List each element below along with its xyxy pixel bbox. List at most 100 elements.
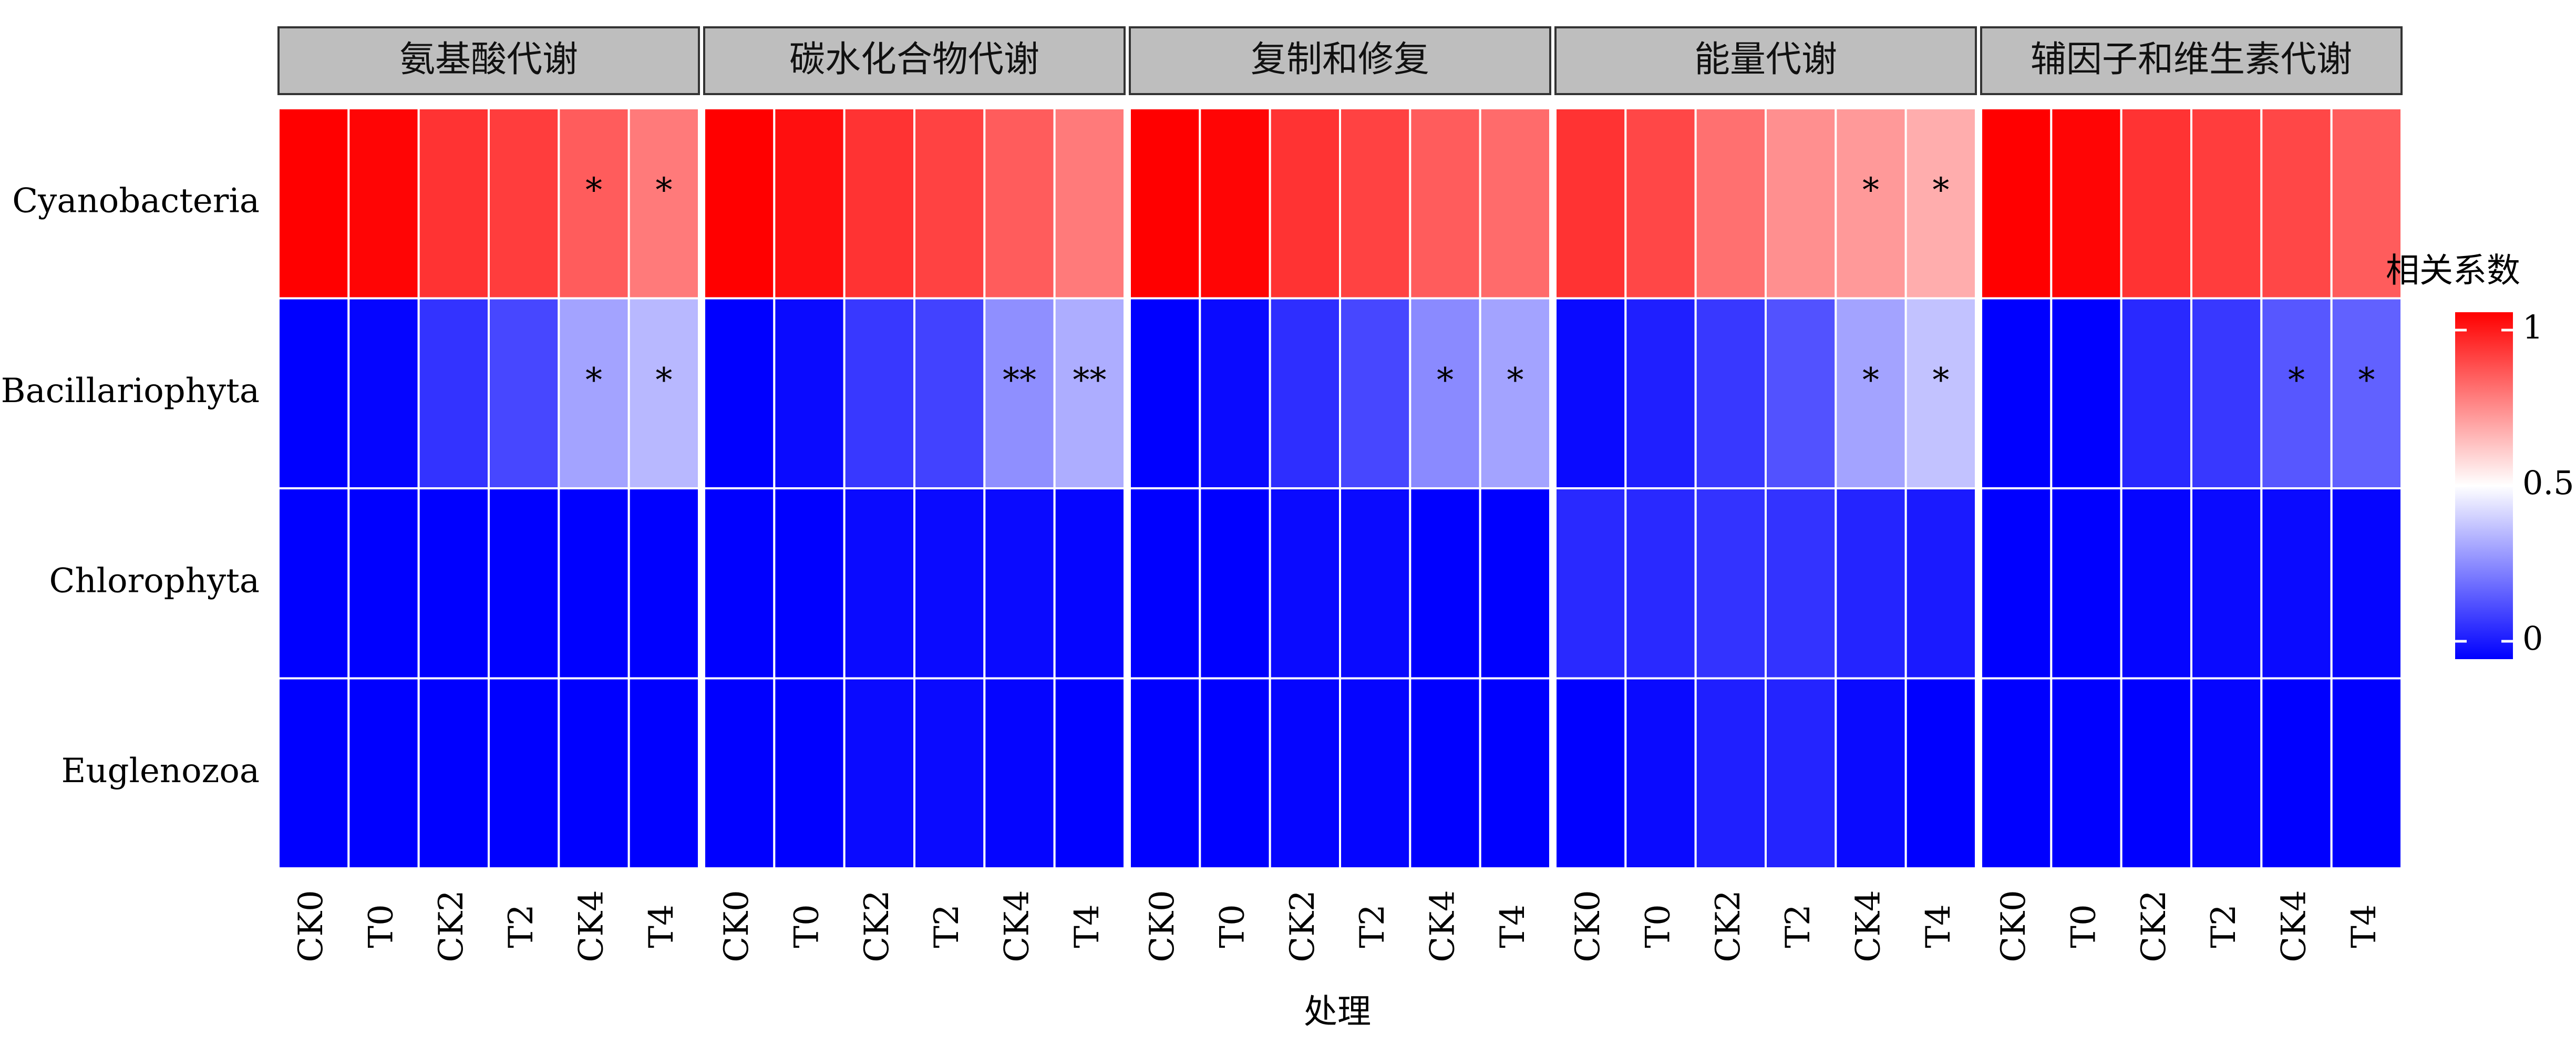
heatmap-cell xyxy=(1624,107,1697,300)
legend-tick-label: 0.5 xyxy=(2522,464,2574,502)
heatmap-cell xyxy=(417,107,490,300)
heatmap-cell xyxy=(2120,677,2193,869)
x-tick-label: CK0 xyxy=(1994,890,2033,962)
heatmap-cell xyxy=(913,487,986,680)
heatmap-cell xyxy=(1904,107,1977,300)
heatmap-cell xyxy=(488,487,560,680)
heatmap-cell xyxy=(703,107,776,300)
heatmap-cell xyxy=(773,107,846,300)
heatmap-cell xyxy=(913,107,986,300)
heatmap-cell xyxy=(1694,487,1767,680)
heatmap-cell xyxy=(843,677,915,869)
x-tick-label: T2 xyxy=(1779,904,1818,948)
heatmap-cell xyxy=(417,677,490,869)
panel: 氨基酸代谢 * * * * CK0 T0 CK2 T2 CK4 T4 xyxy=(277,26,700,962)
panel: 辅因子和维生素代谢 * * CK0 T0 CK2 T2 CK4 T4 xyxy=(1980,26,2403,962)
heatmap-cell xyxy=(277,677,350,869)
heatmap-cell xyxy=(1479,487,1552,680)
heatmap-cell xyxy=(1339,487,1411,680)
x-tick-label: CK4 xyxy=(1849,890,1888,962)
heatmap-cell xyxy=(2190,677,2263,869)
heatmap-cell xyxy=(2260,297,2333,489)
significance-label: * xyxy=(1932,361,1949,400)
x-tick-label: CK2 xyxy=(432,890,471,962)
heatmap-cell xyxy=(1694,107,1767,300)
heatmap-cell xyxy=(843,107,915,300)
heatmap-cell xyxy=(2120,107,2193,300)
panel-title: 碳水化合物代谢 xyxy=(789,39,1039,80)
x-tick-label: CK0 xyxy=(292,890,331,962)
heatmap-cell xyxy=(1554,297,1627,489)
heatmap-cell xyxy=(1053,297,1126,489)
heatmap-cell xyxy=(1624,677,1697,869)
panel-strip xyxy=(1554,26,1977,95)
x-tick-label: T2 xyxy=(928,904,966,948)
x-tick-label: T2 xyxy=(1353,904,1392,948)
heatmap-cell xyxy=(347,107,420,300)
heatmap-cell xyxy=(1339,107,1411,300)
heatmap-cell xyxy=(1980,297,2053,489)
heatmap-cell xyxy=(1053,677,1126,869)
y-tick-label: Cyanobacteria xyxy=(12,181,260,220)
heatmap-cell xyxy=(558,487,630,680)
heatmap-cell xyxy=(1980,677,2053,869)
heatmap-cell xyxy=(1554,107,1627,300)
heatmap-cell xyxy=(2190,297,2263,489)
heatmap-cell xyxy=(1694,297,1767,489)
significance-label: * xyxy=(655,361,672,400)
panel: 复制和修复 * * CK0 T0 CK2 T2 CK4 T4 xyxy=(1129,26,1552,962)
heatmap-cell xyxy=(1904,297,1977,489)
x-tick-label: T4 xyxy=(2345,904,2384,948)
heatmap-cell xyxy=(488,297,560,489)
heatmap-cell xyxy=(983,487,1056,680)
heatmap-cell xyxy=(983,677,1056,869)
legend-title: 相关系数 xyxy=(2386,252,2520,291)
panel-strip xyxy=(277,26,700,95)
heatmap-cell xyxy=(2190,107,2263,300)
heatmap-cell xyxy=(1904,487,1977,680)
heatmap-cell xyxy=(773,677,846,869)
x-tick-label: T0 xyxy=(2065,904,2104,948)
heatmap-cell xyxy=(1904,677,1977,869)
heatmap-cell xyxy=(1269,677,1342,869)
heatmap-cell xyxy=(2330,297,2403,489)
heatmap-cell xyxy=(2050,107,2122,300)
significance-label: * xyxy=(2288,361,2305,400)
color-legend: 相关系数 1 0.5 0 xyxy=(2386,252,2574,659)
heatmap-cell xyxy=(1339,297,1411,489)
heatmap-cell xyxy=(558,677,630,869)
significance-label: * xyxy=(585,361,602,400)
heatmap-cell xyxy=(843,487,915,680)
significance-label: * xyxy=(1862,361,1879,400)
heatmap-cell xyxy=(417,487,490,680)
heatmap-cell xyxy=(1624,297,1697,489)
heatmap-cell xyxy=(277,297,350,489)
panel-strip xyxy=(1980,26,2403,95)
panel-title: 氨基酸代谢 xyxy=(399,39,578,80)
heatmap-cell xyxy=(1269,487,1342,680)
heatmap-cell xyxy=(347,487,420,680)
x-tick-label: CK4 xyxy=(998,890,1037,962)
x-tick-label: T0 xyxy=(362,904,401,948)
significance-label: * xyxy=(1862,171,1879,210)
panel-title: 辅因子和维生素代谢 xyxy=(2031,39,2352,80)
heatmap-cell xyxy=(627,487,700,680)
heatmap-cell xyxy=(1409,107,1481,300)
panel: 碳水化合物代谢 ** ** CK0 T0 CK2 T2 CK4 T4 xyxy=(703,26,1126,962)
legend-tick-label: 0 xyxy=(2522,619,2543,658)
x-tick-label: CK0 xyxy=(717,890,756,962)
heatmap-cell xyxy=(1479,677,1552,869)
heatmap-cell xyxy=(1129,677,1201,869)
heatmap-cell xyxy=(1129,487,1201,680)
heatmap-cell xyxy=(488,677,560,869)
heatmap-cell xyxy=(1269,107,1342,300)
heatmap-cell xyxy=(1765,297,1837,489)
heatmap-cell xyxy=(2120,297,2193,489)
x-tick-label: T2 xyxy=(502,904,541,948)
heatmap-cell xyxy=(703,297,776,489)
heatmap-cell xyxy=(2330,487,2403,680)
significance-label: * xyxy=(2358,361,2375,400)
heatmap-cell xyxy=(1053,107,1126,300)
heatmap-cell xyxy=(843,297,915,489)
